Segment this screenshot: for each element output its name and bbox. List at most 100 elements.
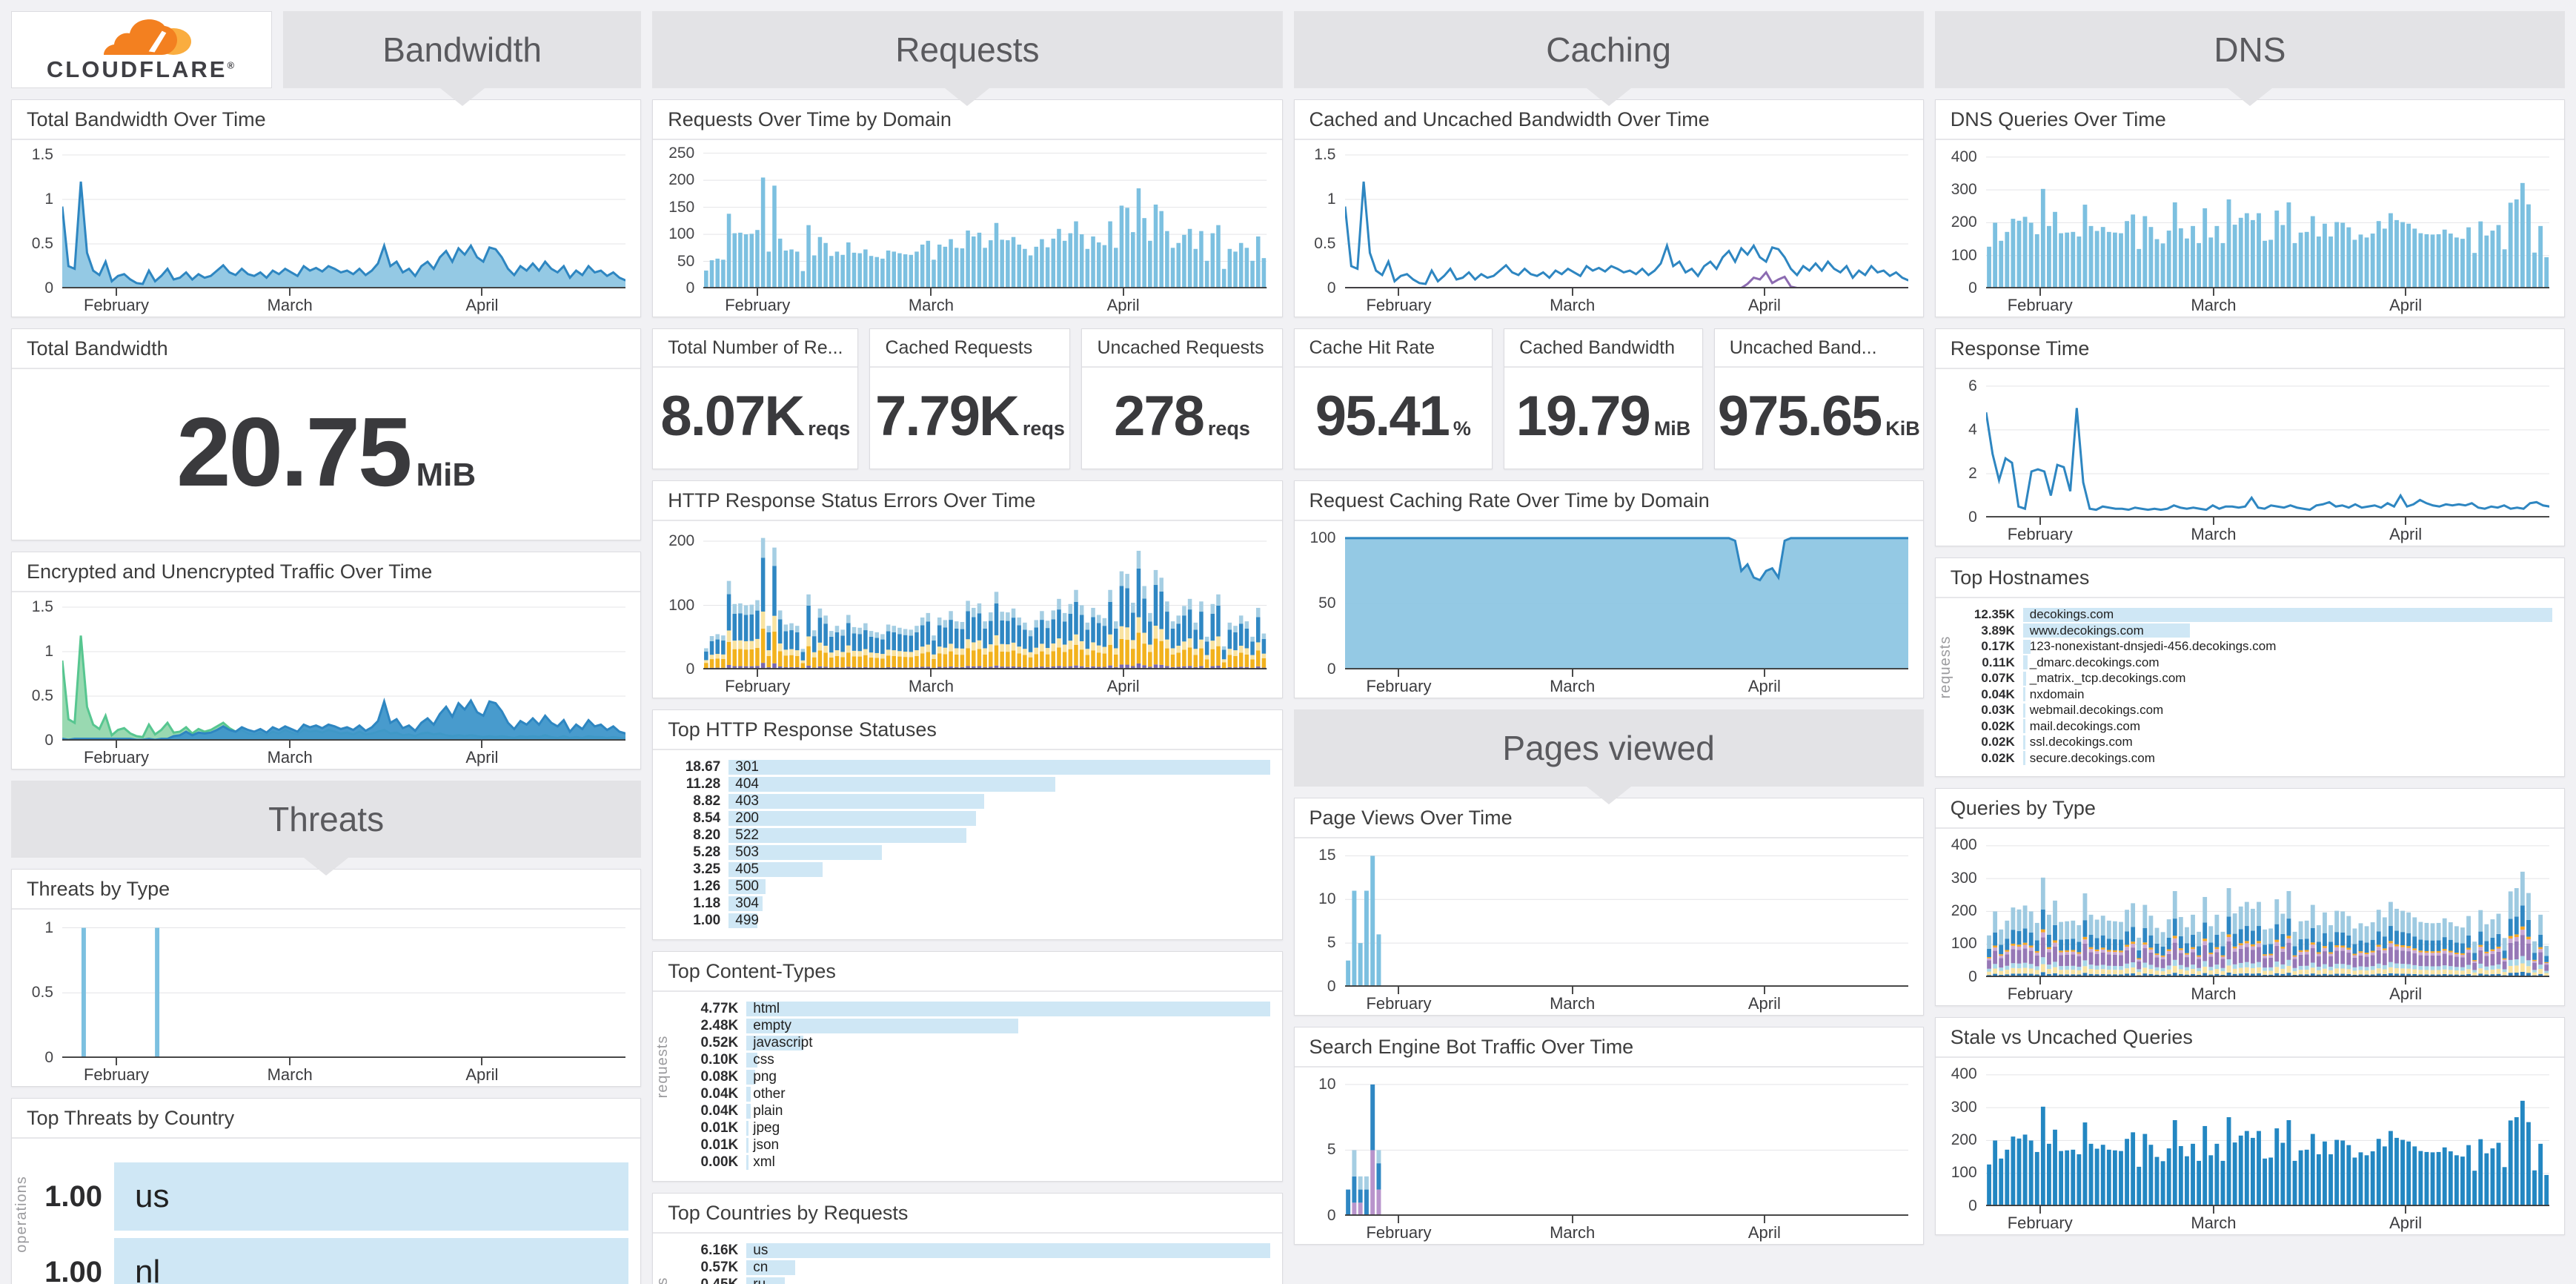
list-item[interactable]: 0.03K webmail.decokings.com [1958, 703, 2552, 718]
plot-area[interactable] [1345, 849, 1908, 987]
list-item-bar[interactable] [746, 1053, 758, 1068]
list-item[interactable]: 1.00 nl [34, 1238, 629, 1284]
response-time-chart[interactable]: 0 2 4 6 February March April [1936, 369, 2564, 546]
list-item-bar[interactable] [728, 896, 763, 911]
request-caching-rate-chart[interactable]: 0 50 100 February March April [1295, 521, 1923, 698]
list-item-bar[interactable] [2022, 751, 2025, 765]
list-item[interactable]: 0.04K other [675, 1086, 1269, 1102]
list-item[interactable]: 0.00K xml [675, 1154, 1269, 1170]
list-item[interactable]: 0.08K png [675, 1069, 1269, 1085]
plot-area[interactable] [1345, 1078, 1908, 1216]
section-header-dns[interactable]: DNS [1934, 11, 2565, 88]
list-item[interactable]: 0.11K _dmarc.decokings.com [1958, 655, 2552, 669]
total-bandwidth-over-time-chart[interactable]: 0 0.5 1 1.5 February March April [12, 140, 640, 317]
plot-area[interactable] [1986, 150, 2549, 288]
list-item[interactable]: 18.67 301 [657, 759, 1270, 775]
cached-uncached-bandwidth-chart[interactable]: 0 0.5 1 1.5 February March April [1295, 140, 1923, 317]
list-item[interactable]: 0.57K cn [675, 1260, 1269, 1275]
list-item[interactable]: 0.04K plain [675, 1103, 1269, 1119]
section-header-bandwidth[interactable]: Bandwidth [283, 11, 642, 88]
list-item[interactable]: 8.54 200 [657, 810, 1269, 826]
list-item-bar[interactable] [746, 1155, 749, 1170]
list-item[interactable]: 0.02K ssl.decokings.com [1958, 735, 2552, 749]
list-item-bar[interactable] [728, 879, 766, 894]
section-header-requests[interactable]: Requests [652, 11, 1283, 88]
list-item-bar[interactable] [728, 845, 882, 860]
plot-area[interactable] [1986, 380, 2549, 517]
list-item-bar[interactable] [114, 1162, 629, 1231]
list-item[interactable]: 1.00 499 [657, 913, 1269, 928]
list-item-bar[interactable] [728, 828, 966, 843]
list-item[interactable]: 0.04K nxdomain [1958, 687, 2552, 701]
section-header-caching[interactable]: Caching [1293, 11, 1924, 88]
list-item[interactable]: 3.25 405 [657, 861, 1269, 877]
list-item-bar[interactable] [2022, 607, 2552, 622]
list-item-bar[interactable] [746, 1243, 1270, 1258]
plot-area[interactable] [1986, 839, 2549, 977]
list-item-bar[interactable] [2022, 703, 2025, 718]
list-item-bar[interactable] [746, 1138, 749, 1153]
list-item-bar[interactable] [746, 1104, 751, 1119]
queries-by-type-chart[interactable]: 0 100 200 300 400 February March April [1936, 829, 2564, 1005]
list-item-bar[interactable] [728, 777, 1056, 792]
list-item-bar[interactable] [746, 1277, 785, 1284]
list-item[interactable]: 0.01K jpeg [675, 1120, 1269, 1136]
list-item[interactable]: 0.10K css [675, 1052, 1269, 1068]
list-item-bar[interactable] [746, 1019, 1019, 1033]
list-item[interactable]: 0.01K json [675, 1137, 1269, 1153]
list-item-bar[interactable] [746, 1087, 751, 1102]
list-item[interactable]: 3.89K www.decokings.com [1958, 623, 2552, 638]
plot-area[interactable] [1345, 150, 1908, 288]
list-item[interactable]: 0.07K _matrix._tcp.decokings.com [1958, 671, 2552, 686]
list-item[interactable]: 0.02K secure.decokings.com [1958, 751, 2552, 765]
list-item-bar[interactable] [746, 1070, 756, 1085]
section-header-pages-viewed[interactable]: Pages viewed [1293, 709, 1924, 787]
list-item-bar[interactable] [114, 1238, 629, 1284]
list-item-bar[interactable] [2022, 639, 2031, 654]
list-item[interactable]: 0.45K ru [675, 1277, 1269, 1284]
search-bot-chart[interactable]: 0 5 10 February March April [1295, 1068, 1923, 1244]
plot-area[interactable] [62, 603, 626, 741]
list-item[interactable]: 6.16K us [675, 1242, 1270, 1258]
threats-by-type-chart[interactable]: 0 0.5 1 February March April [12, 910, 640, 1086]
list-item[interactable]: 1.26 500 [657, 878, 1269, 894]
encrypted-unencrypted-chart[interactable]: 0 0.5 1 1.5 February March April [12, 592, 640, 769]
list-item-bar[interactable] [728, 760, 1270, 775]
plot-area[interactable] [1344, 532, 1908, 669]
list-item-bar[interactable] [2022, 655, 2028, 669]
list-item[interactable]: 4.77K html [675, 1001, 1270, 1016]
list-item[interactable]: 2.48K empty [675, 1018, 1269, 1033]
list-item-bar[interactable] [746, 1260, 795, 1275]
list-item-bar[interactable] [2022, 671, 2026, 686]
list-item-bar[interactable] [728, 913, 758, 928]
plot-area[interactable] [703, 532, 1267, 669]
list-item[interactable]: 1.18 304 [657, 896, 1269, 911]
list-item[interactable]: 0.17K 123-nonexistant-dnsjedi-456.decokin… [1958, 639, 2552, 654]
list-item[interactable]: 5.28 503 [657, 844, 1269, 860]
list-item-bar[interactable] [2022, 623, 2190, 638]
list-item-bar[interactable] [2022, 687, 2025, 701]
plot-area[interactable] [1986, 1068, 2549, 1206]
list-item[interactable]: 1.00 us [34, 1162, 629, 1231]
plot-area[interactable] [62, 150, 626, 288]
list-item-bar[interactable] [2022, 735, 2025, 749]
dns-queries-chart[interactable]: 0 100 200 300 400 February March April [1936, 140, 2564, 317]
list-item[interactable]: 12.35K decokings.com [1958, 607, 2552, 622]
list-item-bar[interactable] [746, 1121, 749, 1136]
list-item-bar[interactable] [728, 862, 823, 877]
list-item[interactable]: 8.20 522 [657, 827, 1269, 843]
plot-area[interactable] [62, 920, 625, 1058]
http-errors-chart[interactable]: 0 100 200 February March April [653, 521, 1281, 698]
list-item-bar[interactable] [728, 811, 977, 826]
page-views-chart[interactable]: 0 5 10 15 February March April [1295, 838, 1923, 1015]
list-item[interactable]: 0.02K mail.decokings.com [1958, 719, 2552, 733]
stale-uncached-chart[interactable]: 0 100 200 300 400 February March April [1936, 1058, 2564, 1234]
list-item-bar[interactable] [746, 1002, 1270, 1016]
list-item[interactable]: 11.28 404 [657, 776, 1269, 792]
list-item-bar[interactable] [746, 1036, 804, 1050]
section-header-threats[interactable]: Threats [11, 781, 642, 858]
list-item-bar[interactable] [728, 794, 985, 809]
list-item-bar[interactable] [2022, 719, 2025, 733]
list-item[interactable]: 8.82 403 [657, 793, 1269, 809]
plot-area[interactable] [703, 150, 1267, 288]
